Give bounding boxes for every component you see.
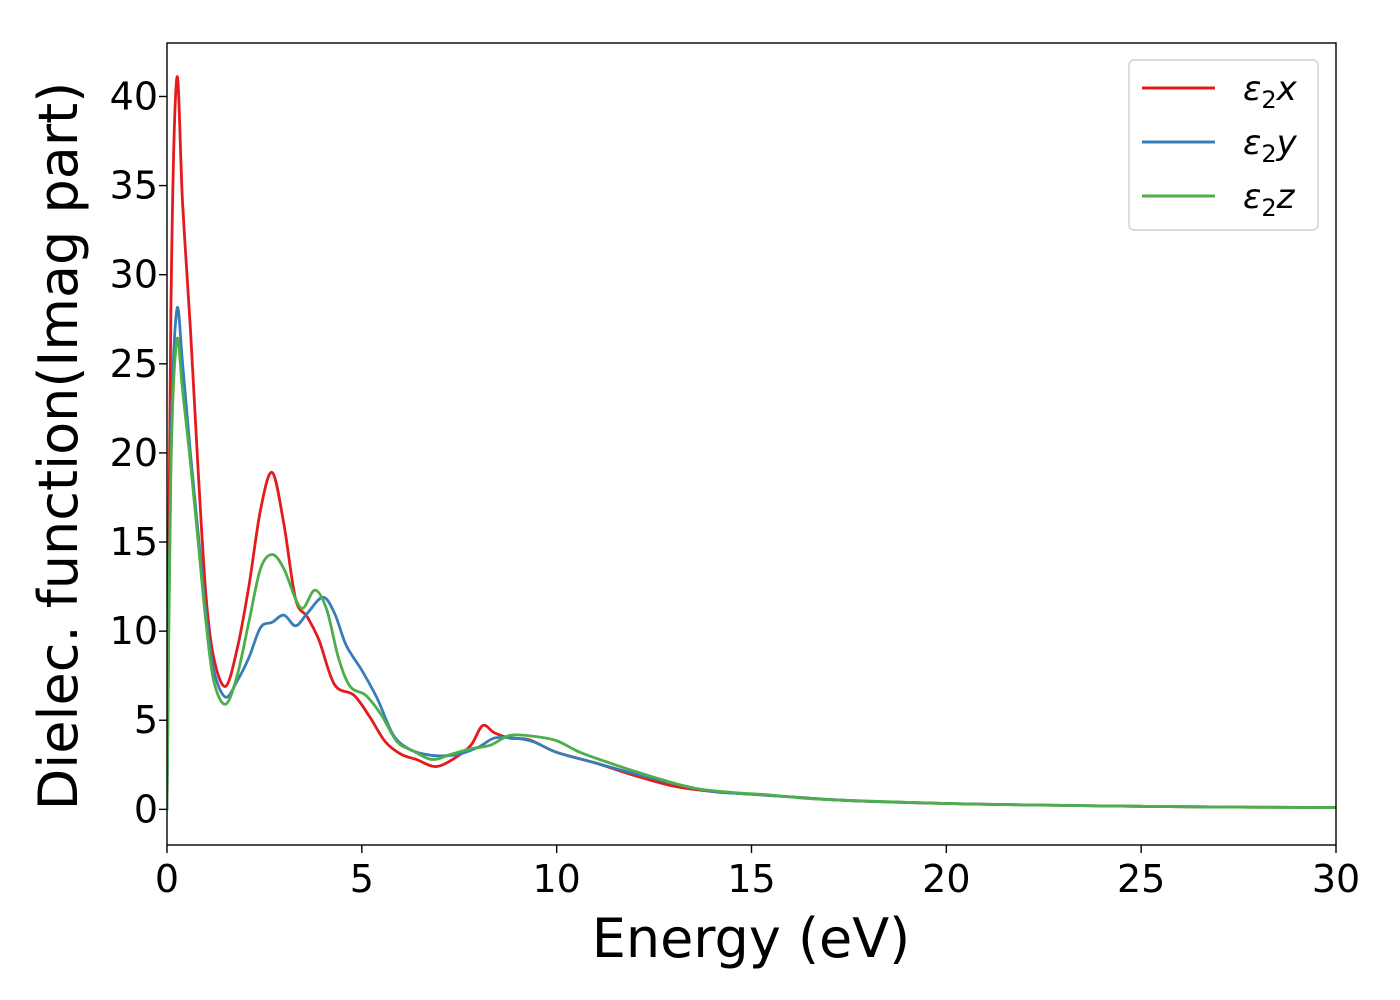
- x-tick-label: 5: [350, 857, 374, 901]
- x-tick-label: 20: [922, 857, 970, 901]
- x-tick-label: 25: [1117, 857, 1165, 901]
- y-tick-label: 5: [134, 698, 158, 742]
- y-tick-label: 25: [110, 342, 158, 386]
- legend: ε2x ε2y ε2z: [1128, 59, 1319, 231]
- legend-box: [1128, 59, 1319, 231]
- y-axis: 0 5 10 15 20 25 30 35 40: [110, 74, 167, 831]
- x-tick-label: 0: [155, 857, 179, 901]
- y-axis-title: Dielec. function(Imag part): [27, 82, 90, 811]
- x-tick-label: 10: [532, 857, 580, 901]
- y-tick-label: 0: [134, 787, 158, 831]
- y-tick-label: 15: [110, 520, 158, 564]
- x-axis-title: Energy (eV): [592, 907, 911, 970]
- y-tick-label: 20: [110, 431, 158, 475]
- legend-label-x: ε2x: [1243, 69, 1298, 114]
- x-tick-label: 15: [727, 857, 775, 901]
- series-line-z: [167, 336, 1336, 811]
- y-tick-label: 10: [110, 609, 158, 653]
- y-tick-label: 40: [110, 74, 158, 118]
- series-layer: [167, 75, 1336, 811]
- legend-label-z: ε2z: [1243, 177, 1296, 222]
- x-tick-label: 30: [1312, 857, 1360, 901]
- y-tick-label: 35: [110, 164, 158, 208]
- legend-items: ε2x ε2y ε2z: [1142, 69, 1298, 222]
- legend-label-y: ε2y: [1243, 123, 1298, 168]
- series-line-y: [167, 306, 1336, 811]
- y-tick-label: 30: [110, 253, 158, 297]
- x-axis: 0 5 10 15 20 25 30: [155, 845, 1360, 901]
